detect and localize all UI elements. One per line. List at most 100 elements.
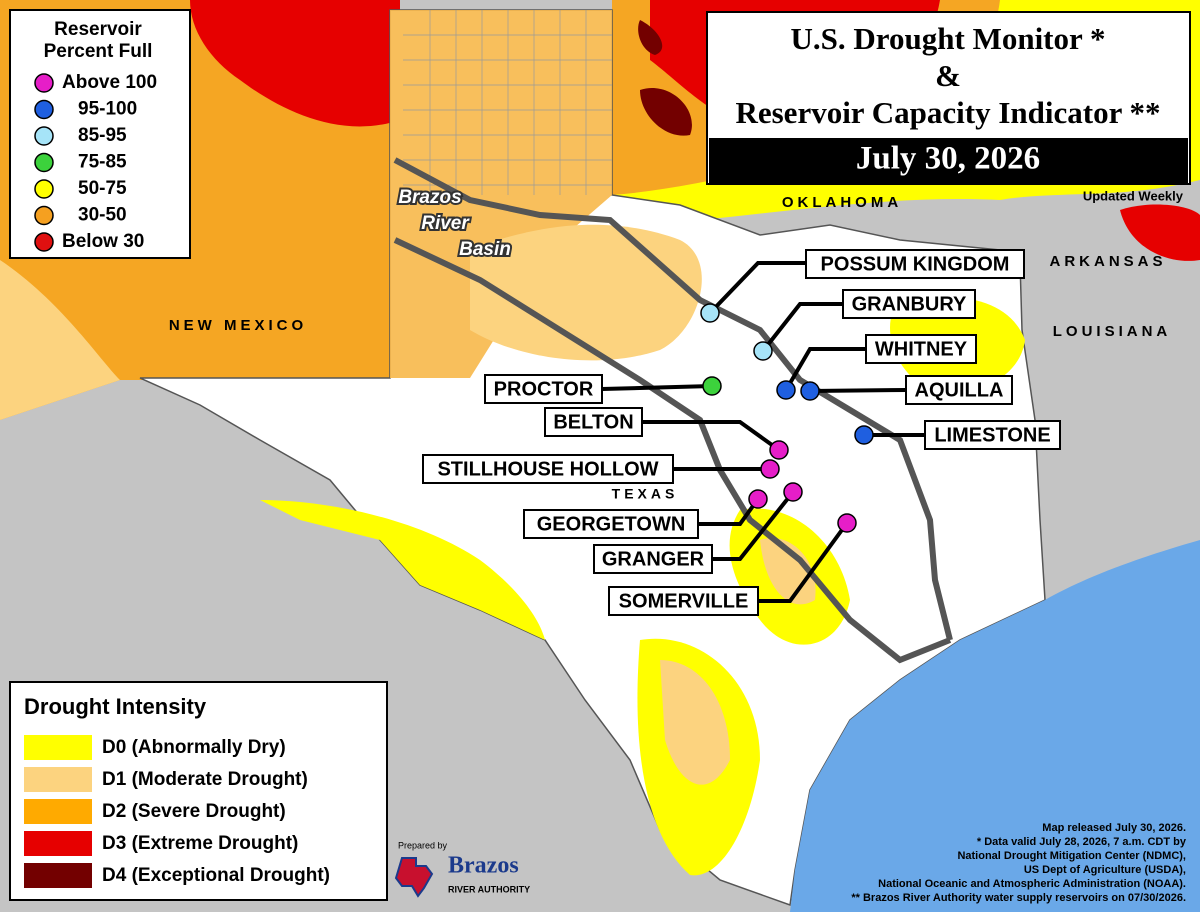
- footnote: US Dept of Agriculture (USDA),: [1024, 864, 1186, 876]
- reservoir-marker: [760, 459, 780, 479]
- reservoir-label-box: [805, 249, 1025, 279]
- reservoir-label-box: [484, 374, 603, 404]
- reservoir-marker: [702, 376, 722, 396]
- title: U.S. Drought Monitor *: [791, 21, 1106, 56]
- map-label: OKLAHOMA: [782, 194, 902, 211]
- legend-label: 30-50: [78, 205, 127, 226]
- legend-swatch: [34, 99, 54, 120]
- legend-label: D2 (Severe Drought): [102, 801, 286, 822]
- basin-label: River: [421, 213, 470, 234]
- basin-label: Basin: [459, 239, 511, 260]
- legend-label: Above 100: [62, 72, 157, 93]
- leader-line: [784, 347, 866, 392]
- reservoir-label-box: [842, 289, 976, 319]
- reservoir-label-box: [544, 407, 643, 437]
- reservoir-marker: [837, 513, 857, 533]
- legend-title: Percent Full: [44, 41, 153, 62]
- legend-swatch: [34, 205, 54, 226]
- drought-area: [638, 20, 692, 136]
- drought-area: [1120, 204, 1200, 261]
- reservoir-label: GRANGER: [602, 548, 705, 570]
- reservoir-marker: [753, 341, 773, 361]
- legend-swatch: [34, 126, 54, 146]
- leader-line: [698, 497, 760, 526]
- title: Reservoir Capacity Indicator **: [735, 95, 1160, 130]
- legend-label: Below 30: [62, 231, 144, 252]
- gulf: [790, 540, 1200, 912]
- footnote: National Oceanic and Atmospheric Adminis…: [878, 878, 1186, 890]
- legend-swatch: [24, 831, 92, 856]
- drought-area: [0, 260, 120, 420]
- reservoir-marker: [783, 482, 803, 502]
- map-label: TEXAS: [612, 486, 679, 502]
- leader-line: [642, 420, 781, 452]
- leader-line: [712, 490, 795, 561]
- map-label: NEW MEXICO: [169, 317, 307, 334]
- footnote: ** Brazos River Authority water supply r…: [851, 892, 1186, 904]
- leader-line: [601, 384, 713, 391]
- reservoir-marker: [776, 380, 796, 400]
- reservoir-marker: [800, 381, 820, 401]
- logo-sub: RIVER AUTHORITY: [448, 884, 530, 894]
- reservoir-label: LIMESTONE: [934, 424, 1050, 446]
- overlay: OKLAHOMA ARKANSAS LOUISIANA NEW MEXICO TEXAS…: [9, 9, 1191, 904]
- legend-swatch: [34, 232, 54, 252]
- reservoir-label-box: [905, 375, 1013, 405]
- legend-label: 95-100: [78, 99, 137, 120]
- drought-area: [660, 660, 730, 785]
- footnote: National Drought Mitigation Center (NDMC…: [957, 850, 1186, 862]
- leader-line: [761, 302, 843, 353]
- legend-swatch: [24, 799, 92, 824]
- logo-caption: Prepared by: [398, 840, 448, 850]
- legend-swatch: [24, 735, 92, 760]
- reservoir-label-box: [523, 509, 699, 539]
- date: July 30, 2026: [856, 141, 1040, 177]
- legend-swatch: [34, 73, 54, 93]
- legend-swatch: [34, 179, 54, 199]
- legend-label: 50-75: [78, 178, 127, 199]
- reservoir-label: AQUILLA: [915, 379, 1004, 401]
- drought-area: [470, 224, 702, 361]
- drought-area: [190, 0, 400, 127]
- map-label: ARKANSAS: [1049, 253, 1166, 270]
- legend-title: Reservoir: [54, 19, 142, 40]
- legend-label: D3 (Extreme Drought): [102, 833, 298, 854]
- legend-swatch: [24, 767, 92, 792]
- map-label: LOUISIANA: [1053, 323, 1172, 340]
- reservoir-label: GRANBURY: [852, 293, 967, 315]
- legend-swatch: [34, 152, 54, 173]
- legend-label: D1 (Moderate Drought): [102, 769, 308, 790]
- reservoir-label-box: [865, 334, 977, 364]
- reservoir-label-box: [924, 420, 1061, 450]
- reservoir-label: POSSUM KINGDOM: [821, 253, 1010, 275]
- logo-icon: [394, 857, 434, 898]
- legend-title: Drought Intensity: [24, 694, 207, 719]
- logo-name: Brazos: [448, 853, 519, 879]
- reservoir-label: GEORGETOWN: [537, 513, 686, 535]
- footnote: Map released July 30, 2026.: [1042, 822, 1186, 834]
- reservoir-marker: [854, 425, 874, 445]
- updated: Updated Weekly: [1083, 188, 1184, 203]
- date-band: [709, 138, 1188, 183]
- reservoir-label: PROCTOR: [494, 378, 594, 400]
- reservoir-label-box: [608, 586, 759, 616]
- reservoir-marker: [700, 303, 720, 323]
- legend-label: 85-95: [78, 125, 127, 146]
- title: &: [935, 58, 961, 93]
- reservoir-label-box: [593, 544, 713, 574]
- legend-swatch: [24, 863, 92, 888]
- reservoir-marker: [769, 440, 789, 460]
- basin-boundary: [393, 157, 953, 641]
- footnote: * Data valid July 28, 2026, 7 a.m. CDT b…: [977, 836, 1187, 848]
- basin-label: Brazos: [398, 187, 461, 208]
- reservoir-label: SOMERVILLE: [619, 590, 749, 612]
- county-lines: [403, 10, 612, 195]
- reservoir-label: BELTON: [553, 411, 633, 433]
- legend-label: D4 (Exceptional Drought): [102, 865, 330, 886]
- reservoir-marker: [748, 489, 768, 509]
- leader-line: [809, 388, 907, 393]
- reservoir-label: WHITNEY: [875, 338, 968, 360]
- leader-line: [708, 261, 806, 315]
